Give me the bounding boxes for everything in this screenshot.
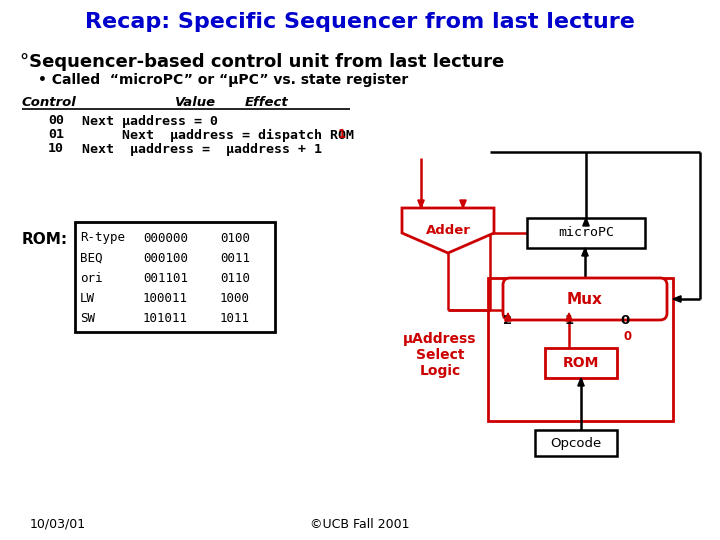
Polygon shape [418, 200, 424, 208]
Bar [545, 348, 617, 378]
Text: ROM: ROM [563, 356, 599, 370]
Text: μAddress
Select
Logic: μAddress Select Logic [403, 332, 477, 378]
Text: Effect: Effect [245, 97, 289, 110]
Text: ori: ori [80, 272, 102, 285]
Bar [527, 218, 645, 248]
Text: 1: 1 [564, 314, 574, 327]
Text: Next  μaddress = dispatch ROM: Next μaddress = dispatch ROM [82, 129, 354, 141]
Text: R-type: R-type [80, 232, 125, 245]
Text: microPC: microPC [558, 226, 614, 240]
Text: Value: Value [175, 97, 216, 110]
Text: 1: 1 [338, 129, 346, 141]
Text: 000000: 000000 [143, 232, 188, 245]
Text: 0: 0 [621, 314, 629, 327]
Polygon shape [505, 313, 511, 321]
Text: 00: 00 [48, 114, 64, 127]
Text: 10: 10 [48, 143, 64, 156]
Text: • Called  “microPC” or “μPC” vs. state register: • Called “microPC” or “μPC” vs. state re… [38, 73, 408, 87]
Text: BEQ: BEQ [80, 252, 102, 265]
Polygon shape [673, 296, 681, 302]
Polygon shape [577, 378, 584, 386]
Polygon shape [582, 248, 588, 256]
Text: 0011: 0011 [220, 252, 250, 265]
Text: ©UCB Fall 2001: ©UCB Fall 2001 [310, 517, 410, 530]
Text: 1011: 1011 [220, 312, 250, 325]
Text: 1000: 1000 [220, 292, 250, 305]
Text: LW: LW [80, 292, 95, 305]
Text: 001101: 001101 [143, 272, 188, 285]
Text: Opcode: Opcode [550, 436, 602, 449]
Bar [75, 222, 275, 332]
Text: Control: Control [22, 97, 77, 110]
Bar [535, 430, 617, 456]
Text: °Sequencer-based control unit from last lecture: °Sequencer-based control unit from last … [20, 53, 504, 71]
Polygon shape [402, 208, 494, 253]
Text: 10/03/01: 10/03/01 [30, 517, 86, 530]
Text: 0110: 0110 [220, 272, 250, 285]
Text: SW: SW [80, 312, 95, 325]
Polygon shape [460, 200, 467, 208]
Text: 101011: 101011 [143, 312, 188, 325]
Text: 100011: 100011 [143, 292, 188, 305]
Polygon shape [566, 313, 572, 321]
Text: 2: 2 [503, 314, 513, 327]
Text: Mux: Mux [567, 292, 603, 307]
Text: Next  μaddress =  μaddress + 1: Next μaddress = μaddress + 1 [82, 143, 322, 156]
Text: ROM:: ROM: [22, 233, 68, 247]
Text: Next μaddress = 0: Next μaddress = 0 [82, 114, 218, 127]
Text: 000100: 000100 [143, 252, 188, 265]
Text: 0100: 0100 [220, 232, 250, 245]
Bar [488, 278, 673, 421]
Text: 0: 0 [624, 329, 632, 342]
Text: 01: 01 [48, 129, 64, 141]
Text: Recap: Specific Sequencer from last lecture: Recap: Specific Sequencer from last lect… [85, 12, 635, 32]
FancyBboxPatch shape [503, 278, 667, 320]
Text: Adder: Adder [426, 224, 470, 237]
Polygon shape [582, 218, 589, 226]
